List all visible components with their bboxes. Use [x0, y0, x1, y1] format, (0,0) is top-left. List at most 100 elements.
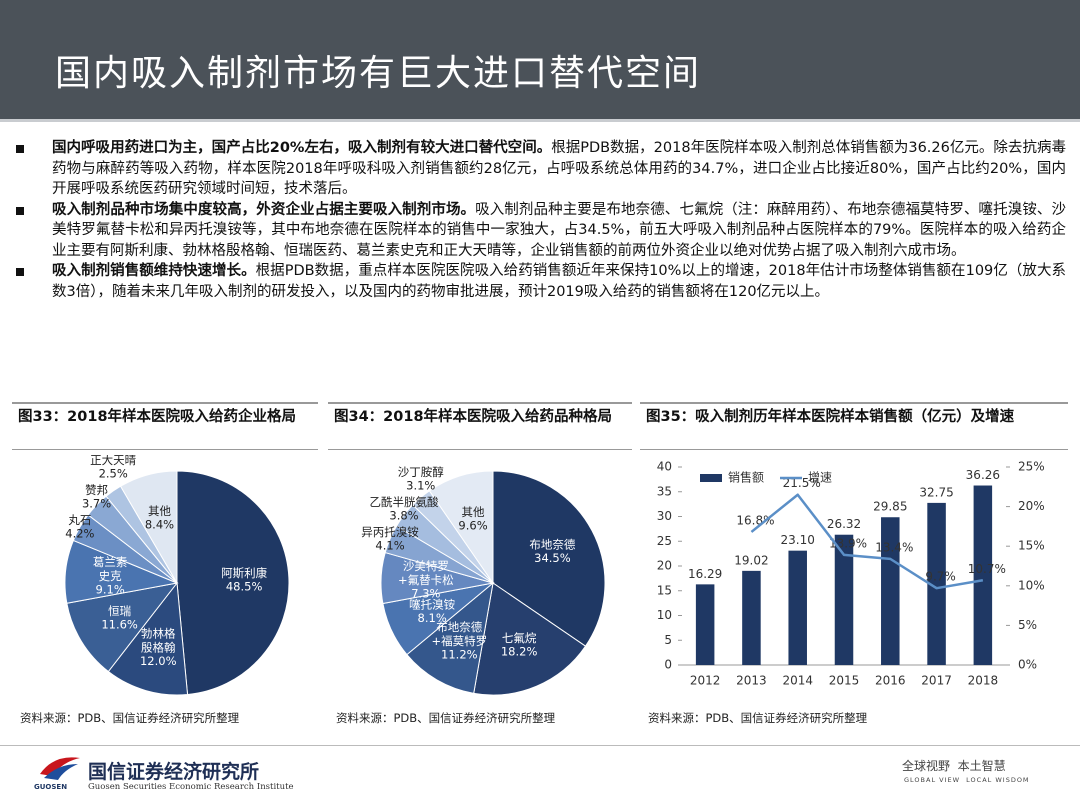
x-tick-label: 2014 — [782, 674, 813, 688]
source-note: 资料来源：PDB、国信证券经济研究所整理 — [20, 711, 240, 725]
bar — [788, 550, 807, 665]
legend-label: 增速 — [808, 471, 832, 485]
chart-panel: 图33：2018年样本医院吸入给药企业格局 阿斯利康 48.5% 勃林格殷格翰 12.… — [12, 400, 318, 740]
bar-value-label: 36.26 — [966, 468, 1000, 482]
chart-panel: 图35：吸入制剂历年样本医院样本销售额（亿元）及增速 0 5 10 15 20 25 30 3… — [640, 400, 1068, 740]
legend-label: 销售额 — [728, 470, 764, 485]
slice-label: 勃林格殷格翰 — [141, 626, 176, 654]
chart-title: 图35：吸入制剂历年样本医院样本销售额（亿元）及增速 — [640, 402, 1068, 450]
line-value-label: 13.4% — [875, 540, 913, 554]
slice-label: 葛兰素史克 — [93, 555, 128, 583]
x-tick-label: 2012 — [690, 674, 721, 688]
value-label: 3.8% — [389, 508, 418, 522]
logo-icon — [40, 757, 80, 780]
slice-label: 其他 — [462, 504, 485, 518]
bar-value-label: 16.29 — [688, 567, 722, 581]
slice-label: 异丙托溴铵 — [361, 524, 419, 538]
y-tick-label: 40 — [657, 460, 672, 474]
value-label: 7.3% — [411, 586, 440, 600]
bullet-text: 根据PDB数据，2018年医院样本吸入制剂总体销售额为36.26亿元。除去抗病毒… — [52, 140, 1066, 197]
slogan: 全球视野 本土智慧 — [902, 759, 1006, 773]
logo-text: GUOSEN — [34, 783, 68, 791]
source-note: 资料来源：PDB、国信证券经济研究所整理 — [648, 711, 868, 725]
growth-line — [750, 493, 984, 590]
y-tick-label: 10 — [657, 608, 672, 622]
chart-panel: 图34：2018年样本医院吸入给药品种格局 布地奈德 34.5% 七氟烷 18.2% 布… — [328, 400, 632, 740]
slice-label: 阿斯利康 — [221, 565, 267, 579]
x-tick-label: 2018 — [968, 674, 999, 688]
bullet-lead: 吸入制剂品种市场集中度较高，外资企业占据主要吸入制剂市场。 — [52, 201, 476, 218]
y2-tick-label: 25% — [1018, 460, 1045, 474]
pie-slice — [107, 581, 189, 696]
slice-label: 赞邦 — [85, 483, 108, 497]
slice-label: 布地奈德+福莫特罗 — [431, 620, 487, 648]
y2-tick-label: 5% — [1018, 618, 1037, 632]
x-tick-label: 2013 — [736, 674, 767, 688]
slice-label: 七氟烷 — [502, 630, 537, 644]
slice-label: 沙丁胺醇 — [398, 464, 444, 478]
org-name-en: Guosen Securities Economic Research Inst… — [88, 782, 294, 792]
bar — [695, 584, 715, 665]
slogan-en: GLOBAL VIEW LOCAL WISDOM — [904, 776, 1030, 784]
value-label: 12.0% — [140, 654, 177, 668]
y-tick-label: 20 — [657, 559, 672, 573]
pie-slice — [428, 470, 494, 585]
source-note: 资料来源：PDB、国信证券经济研究所整理 — [336, 711, 556, 725]
value-label: 8.4% — [145, 518, 174, 532]
pie-slice — [473, 582, 587, 696]
logo-swoosh — [40, 757, 80, 776]
pie-slice — [119, 470, 178, 585]
bullet-text: 吸入制剂品种主要是布地奈德、七氟烷（注：麻醉用药）、布地奈德福莫特罗、噻托溴铵、… — [52, 201, 1066, 259]
legend-swatch — [700, 474, 722, 482]
y-tick-label: 35 — [657, 484, 672, 498]
bullet-lead: 吸入制剂销售额维持快速增长。 — [52, 263, 256, 279]
value-label: 3.1% — [406, 478, 435, 492]
value-label: 4.2% — [65, 527, 94, 541]
bullet: 吸入制剂销售额维持快速增长。根据PDB数据，重点样本医院医院吸入给药销售额近年来… — [16, 261, 1066, 302]
pie-slice — [492, 470, 606, 647]
value-label: 2.5% — [99, 467, 128, 481]
slice-label: 丸石 — [68, 513, 91, 527]
y-tick-label: 15 — [657, 583, 672, 597]
slide-title: 国内吸入制剂市场有巨大进口替代空间 — [55, 53, 702, 94]
value-label: 3.7% — [82, 497, 111, 511]
x-tick-label: 2016 — [875, 674, 906, 688]
org-name: 国信证券经济研究所 — [88, 761, 260, 783]
bar-value-label: 19.02 — [734, 553, 768, 567]
line-value-label: 21.5% — [783, 476, 821, 490]
bar — [742, 570, 761, 665]
bar-value-label: 23.10 — [781, 533, 815, 547]
slice-label: 乙酰半胱氨酸 — [370, 494, 439, 508]
pie-slice — [66, 582, 179, 673]
footer-rule — [0, 745, 1080, 746]
bullet-text: 根据PDB数据，重点样本医院医院吸入给药销售额近年来保持10%以上的增速，201… — [52, 263, 1066, 300]
y2-tick-label: 0% — [1018, 658, 1037, 672]
y2-tick-label: 10% — [1018, 578, 1045, 592]
line-value-label: 10.7% — [968, 562, 1006, 576]
slice-label: 正大天晴 — [90, 455, 136, 467]
y-tick-label: 30 — [657, 509, 672, 523]
value-label: 8.1% — [418, 611, 447, 625]
bullet-lead: 国内呼吸用药进口为主，国产占比20%左右，吸入制剂有较大进口替代空间。 — [52, 140, 552, 156]
bar-value-label: 32.75 — [919, 485, 953, 499]
pie-slice — [406, 581, 494, 694]
line-value-label: 16.8% — [736, 513, 774, 527]
bar — [927, 502, 946, 665]
slice-label: 噻托溴铵 — [409, 597, 455, 611]
bar-value-label: 29.85 — [873, 500, 907, 514]
y-tick-label: 0 — [664, 658, 672, 672]
value-label: 11.6% — [101, 617, 138, 631]
chart: 0 5 10 15 20 25 30 35 40 0% 5% 10% 15% 20% 25% 2012 2013… — [657, 460, 1045, 688]
value-label: 9.1% — [96, 583, 125, 597]
slice-label: 沙美特罗+氟替卡松 — [398, 558, 454, 586]
bar — [881, 517, 900, 665]
value-label: 4.1% — [375, 538, 404, 552]
y2-tick-label: 15% — [1018, 539, 1045, 553]
y-tick-label: 5 — [664, 633, 672, 647]
bar — [973, 485, 993, 665]
value-label: 48.5% — [226, 579, 263, 593]
bullet-list: 国内呼吸用药进口为主，国产占比20%左右，吸入制剂有较大进口替代空间。根据PDB… — [16, 138, 1066, 302]
